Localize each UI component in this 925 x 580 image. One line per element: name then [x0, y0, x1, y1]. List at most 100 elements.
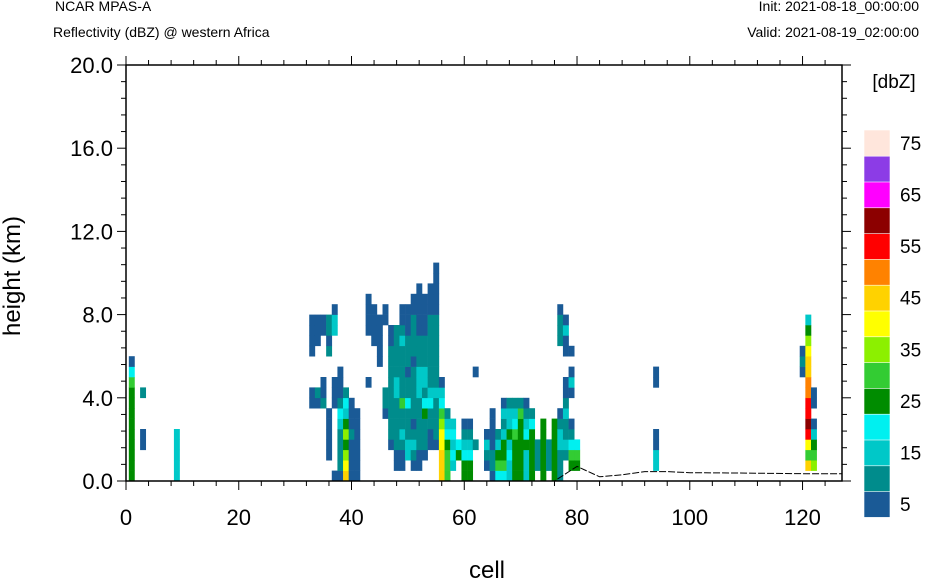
reflectivity-cell — [433, 345, 440, 357]
reflectivity-cell — [320, 377, 327, 388]
reflectivity-cell — [444, 449, 451, 461]
reflectivity-cell — [427, 418, 434, 430]
reflectivity-cell — [331, 314, 338, 326]
reflectivity-cell — [416, 356, 423, 367]
reflectivity-cell — [810, 449, 817, 461]
reflectivity-cell — [506, 460, 513, 471]
reflectivity-cell — [810, 387, 817, 399]
reflectivity-cell — [354, 429, 361, 440]
reflectivity-cell — [421, 449, 428, 461]
reflectivity-cell — [438, 460, 445, 471]
reflectivity-cell — [421, 429, 428, 440]
reflectivity-cell — [433, 293, 440, 305]
reflectivity-cell — [495, 439, 502, 451]
reflectivity-cell — [517, 460, 524, 471]
reflectivity-cell — [393, 387, 400, 399]
reflectivity-cell — [128, 397, 135, 409]
reflectivity-cell — [433, 273, 440, 284]
reflectivity-cell — [568, 418, 575, 430]
reflectivity-cell — [562, 325, 569, 336]
colorbar-swatch — [863, 336, 891, 363]
reflectivity-cell — [348, 397, 355, 409]
reflectivity-cell — [337, 460, 344, 471]
reflectivity-cell — [382, 314, 389, 326]
reflectivity-cell — [405, 304, 412, 315]
reflectivity-cell — [472, 439, 479, 451]
reflectivity-cell — [410, 345, 417, 357]
colorbar-swatch — [863, 310, 891, 338]
reflectivity-cell — [546, 439, 552, 451]
reflectivity-cell — [495, 470, 502, 482]
reflectivity-cell — [331, 325, 338, 336]
reflectivity-cell — [512, 460, 519, 471]
reflectivity-cell — [438, 377, 445, 388]
field-title: Reflectivity (dBZ) @ western Africa — [53, 24, 270, 40]
reflectivity-cell — [343, 397, 349, 409]
reflectivity-cell — [500, 418, 507, 430]
reflectivity-cell — [393, 449, 400, 461]
colorbar-label: 25 — [900, 392, 921, 413]
reflectivity-cell — [506, 449, 513, 461]
reflectivity-cell — [410, 449, 417, 461]
reflectivity-cell — [405, 356, 412, 367]
reflectivity-cell — [489, 439, 496, 451]
reflectivity-cell — [653, 429, 660, 440]
reflectivity-cell — [314, 387, 321, 399]
reflectivity-cell — [331, 304, 338, 315]
reflectivity-cell — [421, 418, 428, 430]
reflectivity-cell — [489, 470, 496, 482]
colorbar-label: 5 — [900, 495, 911, 516]
reflectivity-cell — [388, 429, 395, 440]
reflectivity-cell — [376, 314, 383, 326]
reflectivity-cell — [399, 304, 406, 315]
reflectivity-cell — [365, 314, 372, 326]
reflectivity-cell — [416, 293, 423, 305]
reflectivity-cell — [399, 356, 406, 367]
reflectivity-cell — [354, 460, 361, 471]
reflectivity-cell — [354, 470, 361, 482]
reflectivity-cell — [433, 325, 440, 336]
reflectivity-cell — [557, 470, 564, 482]
reflectivity-cell — [500, 429, 507, 440]
reflectivity-cell — [427, 345, 434, 357]
x-tick-label: 20 — [227, 505, 251, 530]
reflectivity-cell — [540, 449, 547, 461]
reflectivity-cell — [410, 304, 417, 315]
reflectivity-cell — [534, 449, 541, 461]
reflectivity-cell — [557, 408, 564, 419]
reflectivity-cell — [405, 377, 412, 388]
reflectivity-cell — [433, 304, 440, 315]
reflectivity-cell — [421, 325, 428, 336]
reflectivity-cell — [427, 387, 434, 399]
reflectivity-cell — [810, 460, 817, 471]
reflectivity-cell — [562, 387, 569, 399]
reflectivity-cell — [388, 366, 395, 378]
reflectivity-cell — [529, 460, 536, 471]
reflectivity-cell — [562, 439, 569, 451]
reflectivity-cell — [326, 345, 333, 357]
reflectivity-cell — [574, 439, 581, 451]
reflectivity-cell — [444, 408, 451, 419]
reflectivity-cell — [405, 335, 412, 347]
reflectivity-cell — [416, 397, 423, 409]
reflectivity-cell — [506, 439, 513, 451]
reflectivity-cell — [653, 460, 660, 471]
reflectivity-cell — [551, 470, 558, 482]
reflectivity-cell — [326, 439, 333, 451]
reflectivity-cell — [410, 366, 417, 378]
reflectivity-cell — [337, 377, 344, 388]
colorbar-swatch — [863, 207, 891, 234]
reflectivity-cell — [438, 408, 445, 419]
reflectivity-cell — [805, 387, 812, 399]
reflectivity-cell — [461, 460, 468, 471]
reflectivity-cell — [805, 439, 812, 451]
reflectivity-cell — [438, 449, 445, 461]
reflectivity-cell — [534, 439, 541, 451]
reflectivity-cell — [523, 470, 530, 482]
reflectivity-cell — [128, 460, 135, 471]
reflectivity-cell — [562, 397, 569, 409]
colorbar-swatch — [863, 181, 891, 209]
reflectivity-cell — [500, 449, 507, 461]
reflectivity-cell — [371, 304, 378, 315]
reflectivity-cell — [444, 470, 451, 482]
